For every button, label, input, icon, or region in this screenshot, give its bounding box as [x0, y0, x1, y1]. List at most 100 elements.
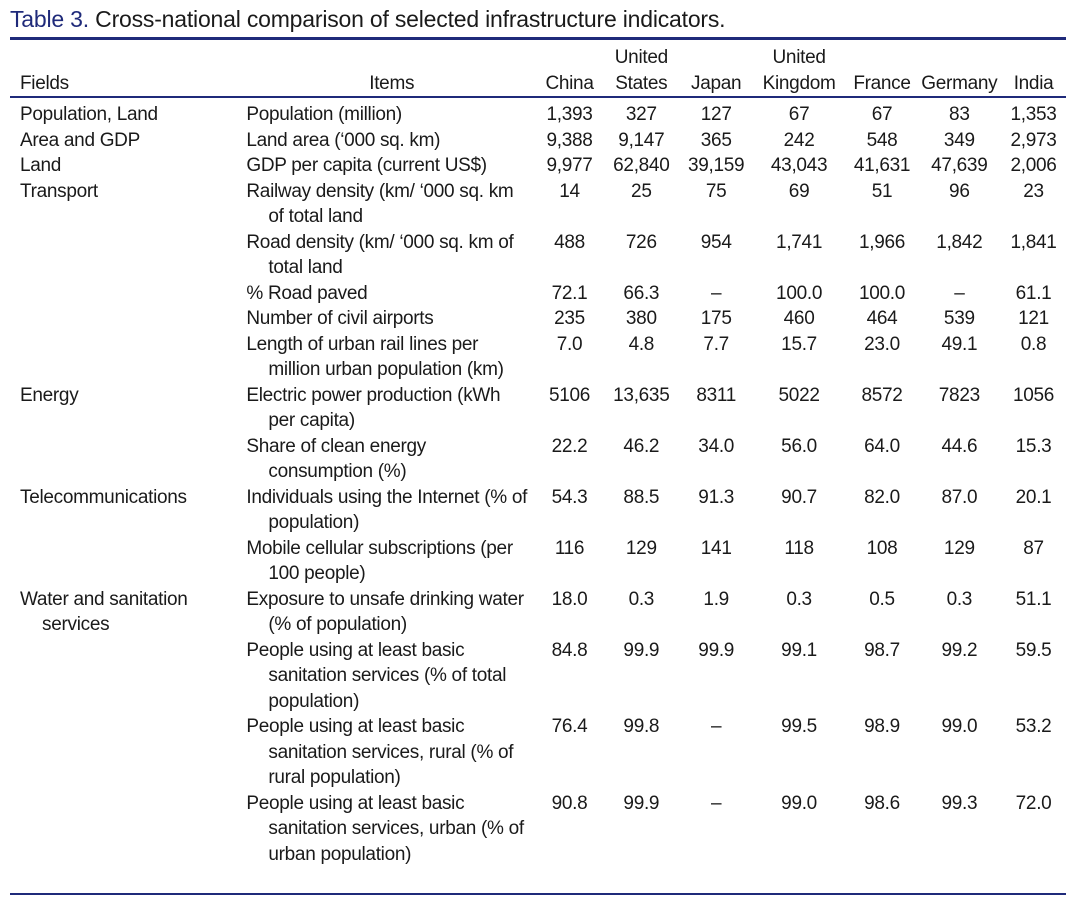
value-cell: 83	[949, 104, 970, 125]
value-cell: 0.3	[946, 588, 973, 610]
value-cell: 67	[871, 104, 893, 125]
item-cell: People using at least basic sanitation s…	[246, 792, 524, 865]
value-cell: 88.5	[623, 486, 660, 508]
value-cell: 108	[866, 537, 898, 559]
value-cell: 464	[866, 308, 898, 329]
item-cell: GDP per capita (current US$)	[246, 155, 487, 176]
value-cell: 43,043	[770, 155, 828, 176]
value-cell: 99.5	[781, 716, 817, 737]
value-cell: 76.4	[551, 716, 588, 737]
value-cell: 327	[625, 104, 657, 125]
value-cell: 62,840	[613, 155, 670, 176]
header-country: China	[545, 72, 594, 94]
value-cell: 72.0	[1015, 792, 1052, 814]
header-country: United States	[614, 47, 668, 94]
item-cell: Number of civil airports	[246, 308, 434, 329]
item-cell: Population (million)	[246, 104, 402, 125]
field-cell	[10, 306, 246, 332]
value-cell: 15.3	[1015, 435, 1052, 457]
value-cell: 9,977	[546, 155, 593, 176]
value-cell: 380	[625, 308, 657, 329]
value-cell: 25	[631, 180, 652, 202]
value-cell: 44.6	[941, 435, 978, 457]
value-cell: 0.5	[869, 588, 895, 610]
value-cell: 488	[554, 231, 585, 253]
table-row: Length of urban rail lines per million u…	[10, 332, 1066, 383]
value-cell: 99.3	[941, 792, 978, 814]
value-cell: 118	[784, 537, 814, 559]
value-cell: 242	[783, 129, 815, 151]
value-cell: 7823	[938, 384, 980, 406]
field-cell	[10, 230, 246, 281]
value-cell: 75	[705, 180, 727, 202]
item-cell: Railway density (km/ ‘000 sq. km of tota…	[246, 180, 514, 228]
table-row: People using at least basic sanitation s…	[10, 714, 1066, 791]
item-cell: Individuals using the Internet (% of pop…	[246, 486, 528, 534]
table-row: Land GDP per capita (current US$) 9,977 62,…	[10, 153, 1066, 179]
header-country: Japan	[691, 72, 742, 94]
value-cell: 9,388	[546, 129, 593, 151]
value-cell: 61.1	[1015, 282, 1052, 304]
value-cell: 99.9	[698, 639, 735, 661]
item-cell: Exposure to unsafe drinking water (% of …	[246, 588, 524, 636]
item-cell: Length of urban rail lines per million u…	[246, 333, 504, 381]
value-cell: 0.3	[786, 588, 812, 610]
field-cell: Transport	[20, 180, 98, 202]
item-cell: Share of clean energy consumption (%)	[246, 435, 426, 483]
value-cell: 47,639	[931, 155, 988, 176]
table-row: Number of civil airports 235 380 175 460 464 5…	[10, 306, 1066, 332]
value-cell: 1,353	[1010, 104, 1057, 125]
value-cell: 15.7	[781, 333, 817, 355]
value-cell: 84.8	[551, 639, 588, 661]
value-cell: 8311	[696, 384, 737, 406]
table-row: Area and GDP Land area (‘000 sq. km) 9,388…	[10, 128, 1066, 154]
field-cell: Water and sanitation services	[20, 588, 188, 636]
table-caption: Table 3. Cross-national comparison of se…	[10, 4, 726, 34]
value-cell: 235	[554, 308, 585, 329]
value-cell: 72.1	[551, 282, 588, 304]
indicators-table: Fields Items China United States Japan Un…	[10, 42, 1066, 867]
header-fields: Fields	[20, 72, 69, 94]
value-cell: 121	[1018, 308, 1049, 329]
header-items: Items	[369, 72, 415, 94]
value-cell: 69	[788, 180, 810, 202]
value-cell: 87	[1023, 537, 1044, 559]
value-cell: 22.2	[551, 435, 588, 457]
value-cell: 53.2	[1015, 716, 1052, 737]
value-cell: 4.8	[628, 333, 655, 355]
header-rule	[10, 96, 1066, 98]
field-cell	[10, 638, 246, 715]
table-body: Population, Land Population (million) 1,39…	[10, 96, 1066, 867]
value-cell: 99.2	[941, 639, 978, 661]
value-cell: 99.8	[623, 716, 660, 737]
value-cell: 20.1	[1015, 486, 1052, 508]
value-cell: 99.0	[781, 792, 817, 814]
value-cell: 51.1	[1015, 588, 1052, 610]
item-cell: % Road paved	[246, 282, 368, 304]
value-cell: 1,842	[936, 231, 983, 253]
value-cell: 539	[943, 308, 975, 329]
value-cell: 100.0	[858, 282, 905, 304]
table-row: Mobile cellular subscriptions (per 100 p…	[10, 536, 1066, 587]
value-cell: 129	[625, 537, 657, 559]
value-cell: 14	[559, 180, 580, 202]
bottom-rule	[10, 893, 1066, 895]
value-cell: 41,631	[853, 155, 911, 176]
value-cell: 67	[788, 104, 810, 125]
value-cell: 98.7	[864, 639, 900, 661]
item-cell: Electric power production (kWh per capit…	[246, 384, 501, 432]
value-cell: 59.5	[1015, 639, 1052, 661]
value-cell: 90.7	[781, 486, 817, 508]
value-cell: 129	[943, 537, 975, 559]
field-cell	[10, 281, 246, 307]
field-cell: Land	[20, 155, 62, 176]
value-cell: 7.0	[556, 333, 583, 355]
value-cell: 954	[700, 231, 732, 253]
header-country: Germany	[921, 72, 998, 94]
field-cell	[10, 791, 246, 868]
value-cell: 34.0	[698, 435, 735, 457]
value-cell: 90.8	[551, 792, 588, 814]
value-cell: 548	[866, 129, 898, 151]
value-cell: 54.3	[551, 486, 588, 508]
value-cell: 46.2	[623, 435, 660, 457]
